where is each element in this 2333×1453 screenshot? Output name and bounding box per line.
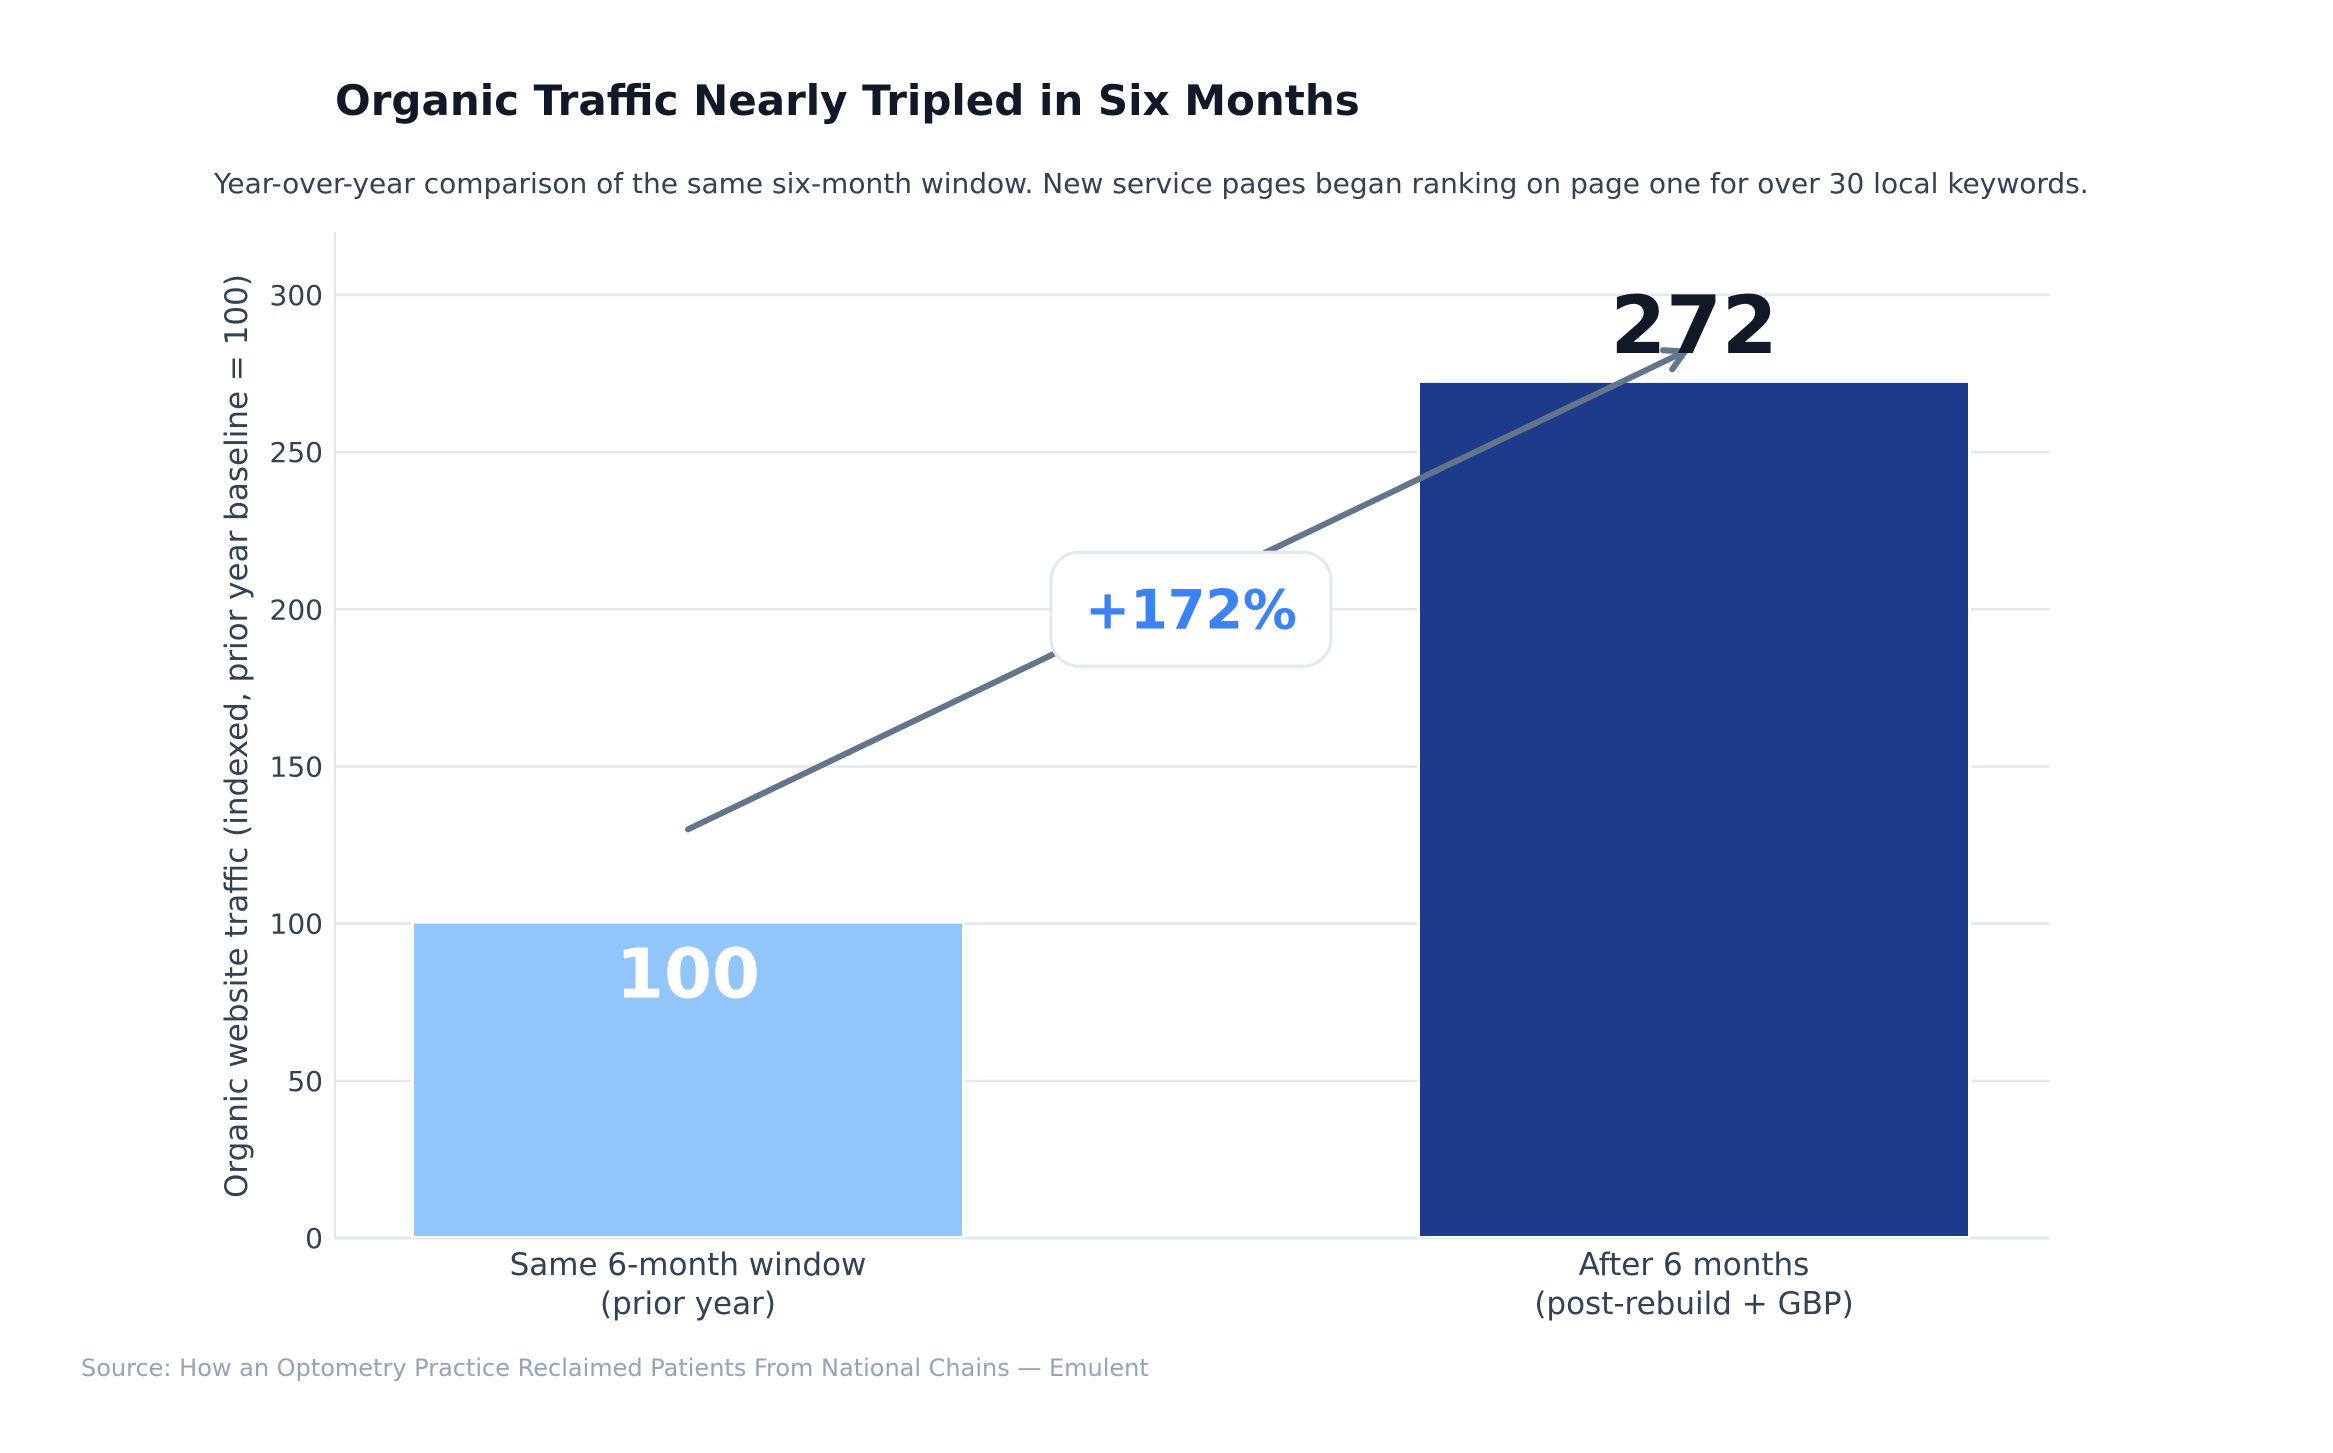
bar <box>414 923 962 1236</box>
y-tick-label: 250 <box>270 436 323 469</box>
y-axis-ticks: 0 50 100 150 200 250 300 <box>270 279 323 1255</box>
bars <box>411 379 1971 1238</box>
data-label: 272 <box>1611 279 1778 372</box>
arrow-head-icon <box>1660 347 1688 373</box>
chart-subtitle: Year-over-year comparison of the same si… <box>213 167 2089 200</box>
bar <box>1420 382 1968 1236</box>
annotation-box <box>1049 550 1333 668</box>
x-axis-ticks: Same 6-month window(prior year) After 6 m… <box>510 1247 1854 1322</box>
y-tick-label: 50 <box>287 1065 323 1098</box>
x-tick-label: (post-rebuild + GBP) <box>1534 1286 1853 1322</box>
x-tick-label: After 6 months <box>1579 1247 1810 1283</box>
y-tick-label: 100 <box>270 908 323 941</box>
chart-title: Organic Traffic Nearly Tripled in Six Mo… <box>335 76 1360 125</box>
y-tick-label: 200 <box>270 593 323 626</box>
y-tick-label: 0 <box>305 1222 323 1255</box>
x-tick-label: (prior year) <box>600 1286 776 1322</box>
data-label: 100 <box>616 935 760 1015</box>
y-tick-label: 300 <box>270 279 323 312</box>
y-tick-label: 150 <box>270 750 323 783</box>
data-labels: 100 272 <box>616 279 1778 1015</box>
source-note: Source: How an Optometry Practice Reclai… <box>81 1354 1149 1382</box>
y-axis-label: Organic website traffic (indexed, prior … <box>219 274 255 1198</box>
x-tick-label: Same 6-month window <box>510 1247 867 1283</box>
annotation-text: +172% <box>1085 578 1297 641</box>
annotation: +172% <box>685 347 1688 833</box>
